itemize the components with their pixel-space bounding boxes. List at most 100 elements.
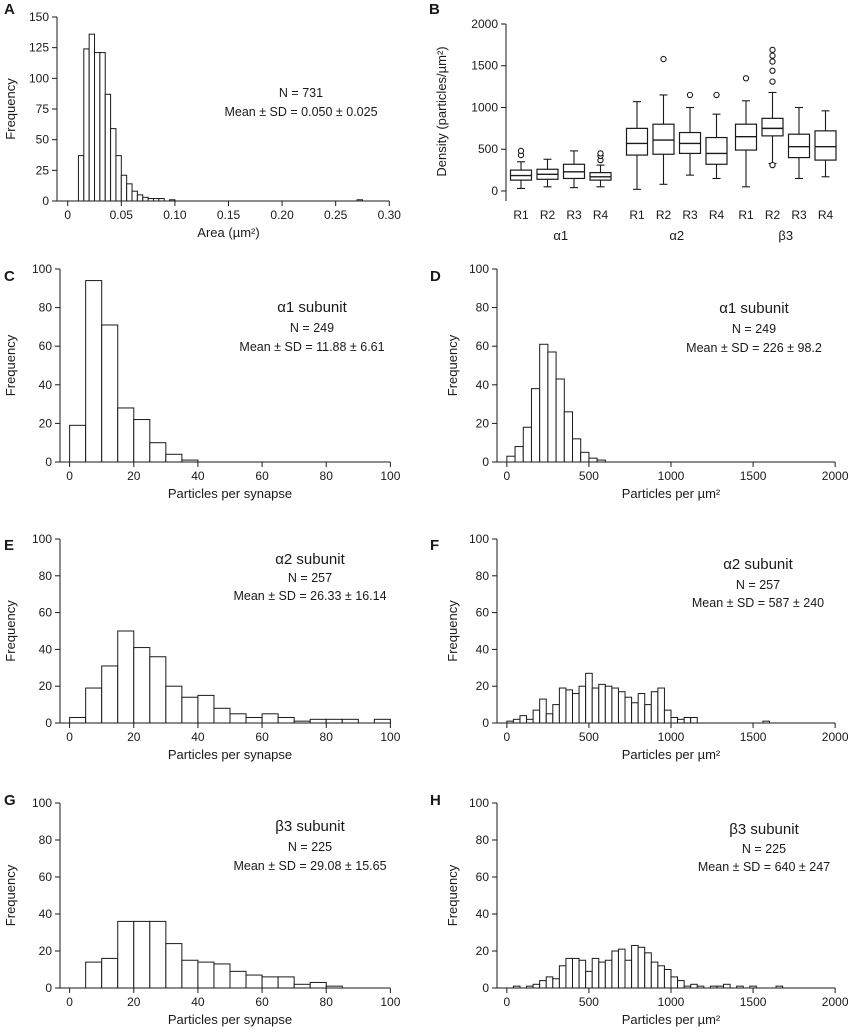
panel-e-y-tick-label: 0: [45, 716, 52, 730]
panel-a-bar: [104, 93, 112, 202]
panel-b-y-tick-label: 0: [491, 184, 498, 198]
panel-g-bar: [85, 961, 103, 989]
panel-b-box-r3: [678, 91, 702, 176]
panel-h-x-tick-label: 0: [504, 995, 511, 1009]
panel-a-bar: [88, 33, 96, 202]
panel-b-iqr-box: [761, 117, 784, 137]
panel-d-y-axis-title: Frequency: [445, 334, 460, 396]
panel-f-bar: [598, 683, 606, 724]
panel-f-bar: [578, 685, 587, 724]
panel-h-bar: [624, 959, 633, 989]
panel-g-bar: [245, 974, 263, 989]
panel-b-outlier-point: [742, 75, 750, 82]
panel-d-bar: [547, 351, 557, 463]
panel-e-bar: [277, 716, 295, 724]
panel-f-bar: [558, 687, 567, 724]
panel-b-iqr-box: [814, 130, 837, 161]
panel-f-bar: [670, 716, 679, 724]
panel-b-group-label: α1: [553, 228, 568, 243]
panel-h-x-tick-label: 500: [579, 995, 599, 1009]
panel-h-bar: [604, 959, 613, 989]
panel-b-box-r4: [814, 110, 837, 178]
panel-d-y-tick-label: 0: [482, 455, 489, 469]
panel-e-y-tick-label: 100: [32, 532, 52, 546]
panel-a-y-tick-label: 75: [36, 102, 50, 116]
panel-f-bar: [539, 698, 547, 724]
panel-e-bar: [213, 707, 231, 724]
panel-e-bar: [69, 716, 87, 724]
panel-a-y-tick-label: 25: [36, 163, 50, 177]
panel-b-category-label: R3: [682, 208, 698, 222]
panel-c-subunit-label: α1 subunit: [277, 299, 347, 316]
panel-f-x-tick-label: 1000: [658, 730, 685, 744]
panel-f-letter: F: [430, 537, 439, 554]
panel-a-y-tick-label: 150: [29, 10, 49, 24]
panel-g-bar: [149, 920, 167, 989]
panel-c-y-tick-label: 80: [39, 301, 53, 315]
panel-c-y-tick-label: 20: [39, 416, 53, 430]
panel-a-y-tick-label: 125: [29, 41, 49, 55]
panel-a-bar: [142, 196, 149, 202]
panel-f-x-tick-label: 0: [504, 730, 511, 744]
panel-g-bar: [117, 920, 135, 989]
panel-b-y-tick-label: 2000: [471, 17, 498, 31]
panel-d-bar: [555, 378, 565, 463]
panel-b-category-label: R2: [656, 208, 672, 222]
panel-h-bar: [578, 959, 587, 989]
panel-h-y-tick-label: 0: [482, 981, 489, 995]
panel-b-outlier-point: [769, 58, 776, 65]
panel-b-box-r4: [705, 91, 728, 180]
panel-h-bar: [670, 976, 679, 989]
panel-h-y-tick-label: 100: [469, 796, 489, 810]
panel-f-bar: [644, 704, 652, 724]
panel-d-n-label: N = 249: [732, 322, 776, 336]
panel-h-y-axis-title: Frequency: [445, 864, 460, 926]
panel-f-mean-sd-label: Mean ± SD = 587 ± 240: [692, 596, 824, 610]
panel-f-bar: [585, 672, 593, 724]
panel-e-letter: E: [4, 537, 14, 554]
panel-b-iqr-box: [705, 136, 728, 165]
panel-g-bar: [309, 981, 327, 989]
panel-d-x-tick-label: 2000: [822, 469, 849, 483]
panel-g-x-tick-label: 80: [320, 995, 334, 1009]
panel-e-bar: [309, 718, 327, 724]
panel-a-x-tick-label: 0.05: [110, 208, 134, 222]
panel-b-category-label: R1: [629, 208, 645, 222]
panel-b-category-label: R4: [593, 208, 609, 222]
panel-h-y-tick-label: 20: [476, 944, 490, 958]
panel-e-bar: [101, 665, 119, 724]
panel-e-bar: [229, 713, 247, 724]
panel-e-bar: [325, 718, 343, 724]
panel-e-y-tick-label: 60: [39, 606, 53, 620]
panel-d-y-tick-label: 40: [476, 378, 490, 392]
panel-a-bar: [99, 52, 106, 202]
panel-c-n-label: N = 249: [290, 321, 334, 335]
panel-a-x-axis-title: Area (µm²): [197, 225, 259, 240]
panel-e-x-tick-label: 80: [320, 730, 334, 744]
panel-d-bar: [572, 438, 582, 463]
panel-d-bar: [580, 451, 590, 463]
panel-h-bar: [637, 946, 646, 989]
panel-h-bar: [644, 952, 652, 989]
panel-a-bar: [115, 155, 122, 202]
panel-a-y-tick-label: 50: [36, 133, 50, 147]
panel-e-alpha2-per-synapse-histogram: E 0 20 40 60 80 100 0 20 40 60 80 100 Particles per s…: [3, 532, 401, 762]
panel-f-bar: [604, 685, 613, 724]
panel-d-x-tick-label: 1000: [658, 469, 685, 483]
panel-b-y-tick-label: 1000: [471, 100, 498, 114]
panel-a-y-axis-title: Frequency: [3, 78, 18, 140]
panel-g-n-label: N = 225: [288, 840, 332, 854]
panel-g-bar: [229, 970, 247, 989]
panel-g-x-axis-title: Particles per synapse: [168, 1012, 292, 1027]
panel-a-x-tick-label: 0.20: [270, 208, 294, 222]
panel-f-bar: [617, 691, 626, 724]
panel-e-y-axis-title: Frequency: [3, 600, 18, 662]
panel-f-x-tick-label: 2000: [822, 730, 849, 744]
panel-f-bar: [572, 693, 580, 724]
panel-f-subunit-label: α2 subunit: [723, 556, 793, 573]
panel-f-bar: [690, 716, 698, 724]
panel-g-bar: [293, 983, 311, 989]
panel-b-density-boxplot: B 0 500 1000 1500 2000 Density (particles/µm²)…: [429, 1, 837, 243]
panel-f-bar: [677, 718, 685, 724]
